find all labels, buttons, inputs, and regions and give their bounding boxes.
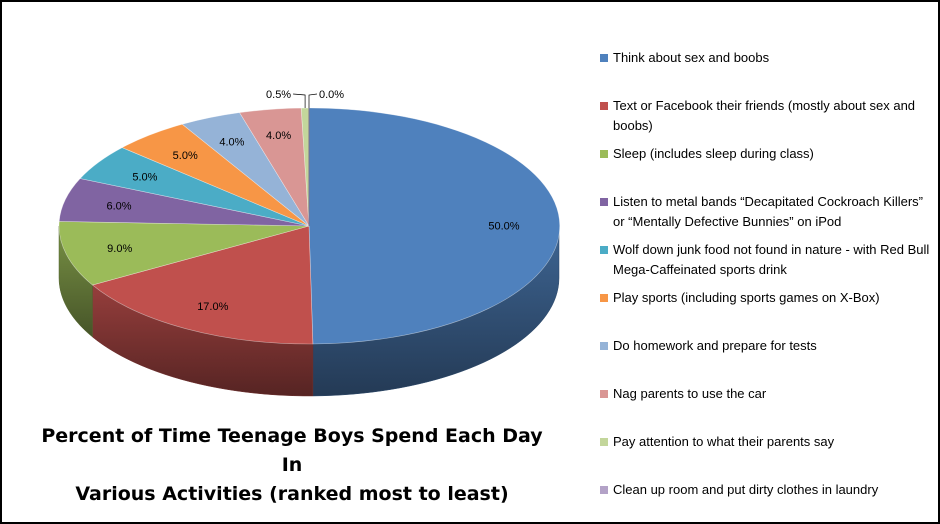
chart-title-line-2: Various Activities (ranked most to least… — [75, 483, 509, 505]
legend-swatch-5 — [600, 294, 608, 302]
pie-slice-0 — [308, 107, 561, 345]
legend-item-8: Pay attention to what their parents say — [600, 432, 932, 452]
legend-item-5: Play sports (including sports games on X… — [600, 288, 932, 308]
legend-swatch-6 — [600, 342, 608, 350]
legend-swatch-1 — [600, 102, 608, 110]
data-label-5: 5.0% — [173, 150, 198, 162]
legend-item-3: Listen to metal bands “Decapitated Cockr… — [600, 192, 932, 232]
data-label-8: 0.5% — [266, 89, 291, 101]
data-label-0: 50.0% — [488, 220, 519, 232]
legend-label-2: Sleep (includes sleep during class) — [613, 146, 814, 161]
legend-item-2: Sleep (includes sleep during class) — [600, 144, 932, 164]
legend-label-1: Text or Facebook their friends (mostly a… — [613, 98, 916, 133]
data-label-3: 6.0% — [106, 200, 131, 212]
chart-title-line-1: Percent of Time Teenage Boys Spend Each … — [41, 425, 543, 476]
legend-item-7: Nag parents to use the car — [600, 384, 932, 404]
legend-label-4: Wolf down junk food not found in nature … — [613, 242, 930, 277]
legend-item-0: Think about sex and boobs — [600, 48, 932, 68]
legend-swatch-2 — [600, 150, 608, 158]
leader-line-9 — [308, 93, 318, 108]
legend-label-0: Think about sex and boobs — [613, 50, 770, 65]
pie-slice-2 — [58, 221, 310, 286]
legend-label-7: Nag parents to use the car — [613, 386, 767, 401]
data-label-6: 4.0% — [219, 137, 244, 149]
legend-label-6: Do homework and prepare for tests — [613, 338, 817, 353]
legend-swatch-3 — [600, 198, 608, 206]
data-label-2: 9.0% — [107, 243, 132, 255]
legend-swatch-0 — [600, 54, 608, 62]
chart-title: Percent of Time Teenage Boys Spend Each … — [32, 422, 552, 509]
data-label-9: 0.0% — [319, 89, 344, 101]
legend-item-1: Text or Facebook their friends (mostly a… — [600, 96, 932, 136]
legend-swatch-9 — [600, 486, 608, 494]
pie-chart: 50.0% 17.0% 9.0% 6.0% 5.0% 5.0% 4.0% 4.0% 0.5% 0.… — [58, 89, 561, 397]
legend-item-6: Do homework and prepare for tests — [600, 336, 932, 356]
legend-item-9: Clean up room and put dirty clothes in l… — [600, 480, 932, 500]
leader-line-8 — [293, 93, 306, 109]
pie-slice-1 — [91, 225, 314, 345]
legend-swatch-8 — [600, 438, 608, 446]
legend-item-4: Wolf down junk food not found in nature … — [600, 240, 932, 280]
legend-label-8: Pay attention to what their parents say — [613, 434, 835, 449]
data-label-4: 5.0% — [132, 171, 157, 183]
legend-label-9: Clean up room and put dirty clothes in l… — [613, 482, 879, 497]
legend-swatch-4 — [600, 246, 608, 254]
legend-swatch-7 — [600, 390, 608, 398]
data-label-1: 17.0% — [197, 301, 228, 313]
legend-label-5: Play sports (including sports games on X… — [613, 290, 880, 305]
data-label-7: 4.0% — [266, 130, 291, 142]
legend-label-3: Listen to metal bands “Decapitated Cockr… — [613, 194, 923, 229]
